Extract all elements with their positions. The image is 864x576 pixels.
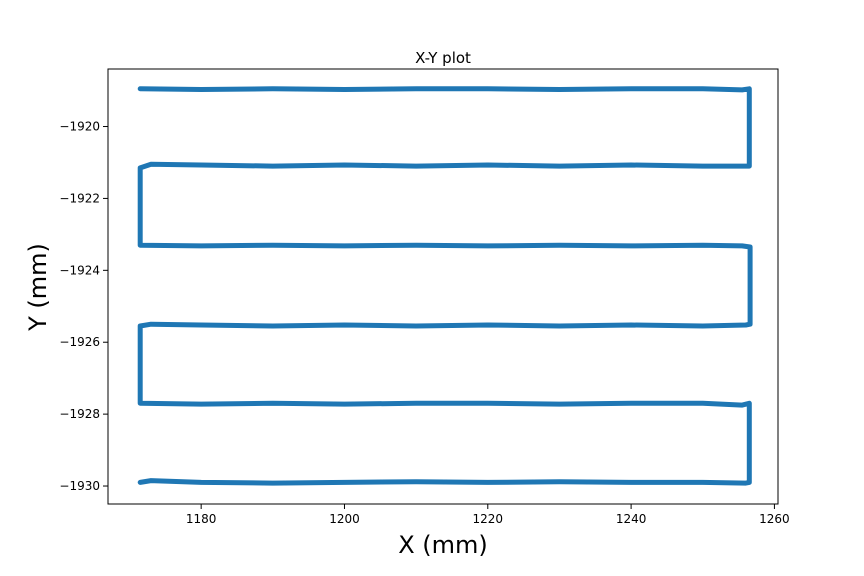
x-tick-label: 1180	[186, 512, 217, 526]
y-axis-label: Y (mm)	[24, 243, 52, 332]
y-tick-label: −1928	[59, 407, 100, 421]
x-tick-label: 1200	[329, 512, 360, 526]
x-axis-ticks: 1180 1200 1220 1240 1260	[186, 504, 790, 526]
x-tick-label: 1220	[473, 512, 504, 526]
y-tick-label: −1926	[59, 335, 100, 349]
x-tick-label: 1240	[616, 512, 647, 526]
y-tick-label: −1930	[59, 479, 100, 493]
x-axis-label: X (mm)	[398, 531, 488, 559]
plot-area-frame	[107, 68, 779, 505]
series-line	[137, 86, 753, 486]
y-axis-ticks: −1920 −1922 −1924 −1926 −1928 −1930	[59, 120, 108, 493]
chart-title: X-Y plot	[415, 49, 471, 67]
y-tick-label: −1922	[59, 191, 100, 205]
x-tick-label: 1260	[759, 512, 790, 526]
y-tick-label: −1924	[59, 263, 100, 277]
y-tick-label: −1920	[59, 120, 100, 134]
